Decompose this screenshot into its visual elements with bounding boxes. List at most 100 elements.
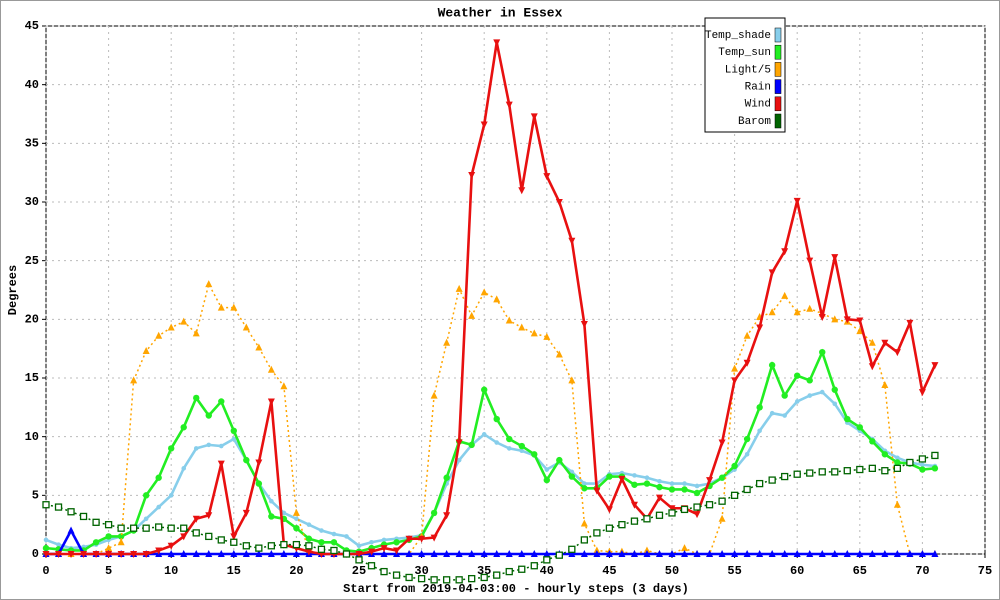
marker [568,545,576,553]
marker [881,451,889,458]
marker [267,550,275,557]
marker [895,455,900,461]
marker [393,547,401,555]
marker [668,505,676,513]
marker [267,542,276,550]
marker [217,550,225,557]
marker [193,394,200,402]
marker [493,295,501,303]
marker [868,550,876,557]
marker [305,542,313,550]
legend-swatch [774,27,782,43]
marker [631,481,638,488]
marker [655,550,663,557]
marker [530,329,538,337]
marker [318,539,325,546]
x-tick-label: 20 [289,564,303,578]
marker [530,113,538,121]
marker [193,446,199,451]
marker [718,497,726,505]
legend-swatch [774,96,782,112]
marker [305,548,313,556]
marker [718,439,726,447]
marker [568,376,576,384]
marker [117,538,125,546]
marker [442,576,451,584]
marker [67,526,75,534]
y-tick-label: 15 [25,371,39,385]
marker [794,372,801,379]
marker [217,303,225,311]
marker [42,551,50,558]
marker [381,537,387,543]
marker [518,550,526,557]
marker [630,501,638,509]
marker [192,529,200,537]
marker [693,550,701,557]
marker [893,349,901,357]
marker [267,365,275,373]
marker [205,512,213,520]
marker [505,101,513,109]
marker [730,491,739,499]
marker [430,509,438,517]
marker [831,550,839,557]
marker [217,536,225,544]
marker [881,381,889,389]
marker [355,551,363,558]
marker [468,550,476,557]
x-tick-label: 25 [352,564,366,578]
marker [555,551,563,559]
marker [918,455,927,463]
series-line [45,348,936,553]
chart-title: Weather in Essex [438,5,563,20]
marker [380,545,388,553]
marker [920,462,925,468]
marker [593,550,601,557]
marker [682,481,687,486]
y-tick-label: 0 [32,547,39,561]
marker [806,377,813,384]
marker [181,466,187,471]
y-axis-label: Degrees [6,265,20,315]
marker [230,538,238,546]
marker [793,470,801,478]
x-tick-label: 75 [978,564,992,578]
marker [693,511,701,519]
marker [782,413,787,418]
marker [582,481,587,486]
marker [856,550,864,557]
marker [869,438,876,445]
marker [632,473,637,478]
series-line [45,390,936,550]
marker [92,539,100,546]
marker [881,339,889,347]
marker [155,547,163,555]
marker [230,533,238,541]
y-tick-label: 40 [25,78,39,92]
marker [455,284,463,292]
marker [531,451,538,458]
marker [831,254,839,262]
marker [380,550,388,557]
marker [430,550,438,557]
marker [768,476,776,484]
marker [405,550,413,557]
marker [543,550,551,557]
marker [230,427,237,434]
y-tick-label: 5 [32,489,39,503]
y-tick-label: 35 [25,137,39,151]
marker [280,550,288,557]
marker [255,550,263,557]
marker [392,571,401,579]
marker [493,571,501,579]
marker [832,401,838,407]
marker [543,476,550,484]
x-tick-label: 45 [602,564,616,578]
marker [142,347,150,355]
marker [568,550,576,557]
marker [117,551,125,558]
marker [819,348,826,356]
legend-label: Temp_shade [705,30,771,42]
y-tick-label: 10 [25,430,39,444]
